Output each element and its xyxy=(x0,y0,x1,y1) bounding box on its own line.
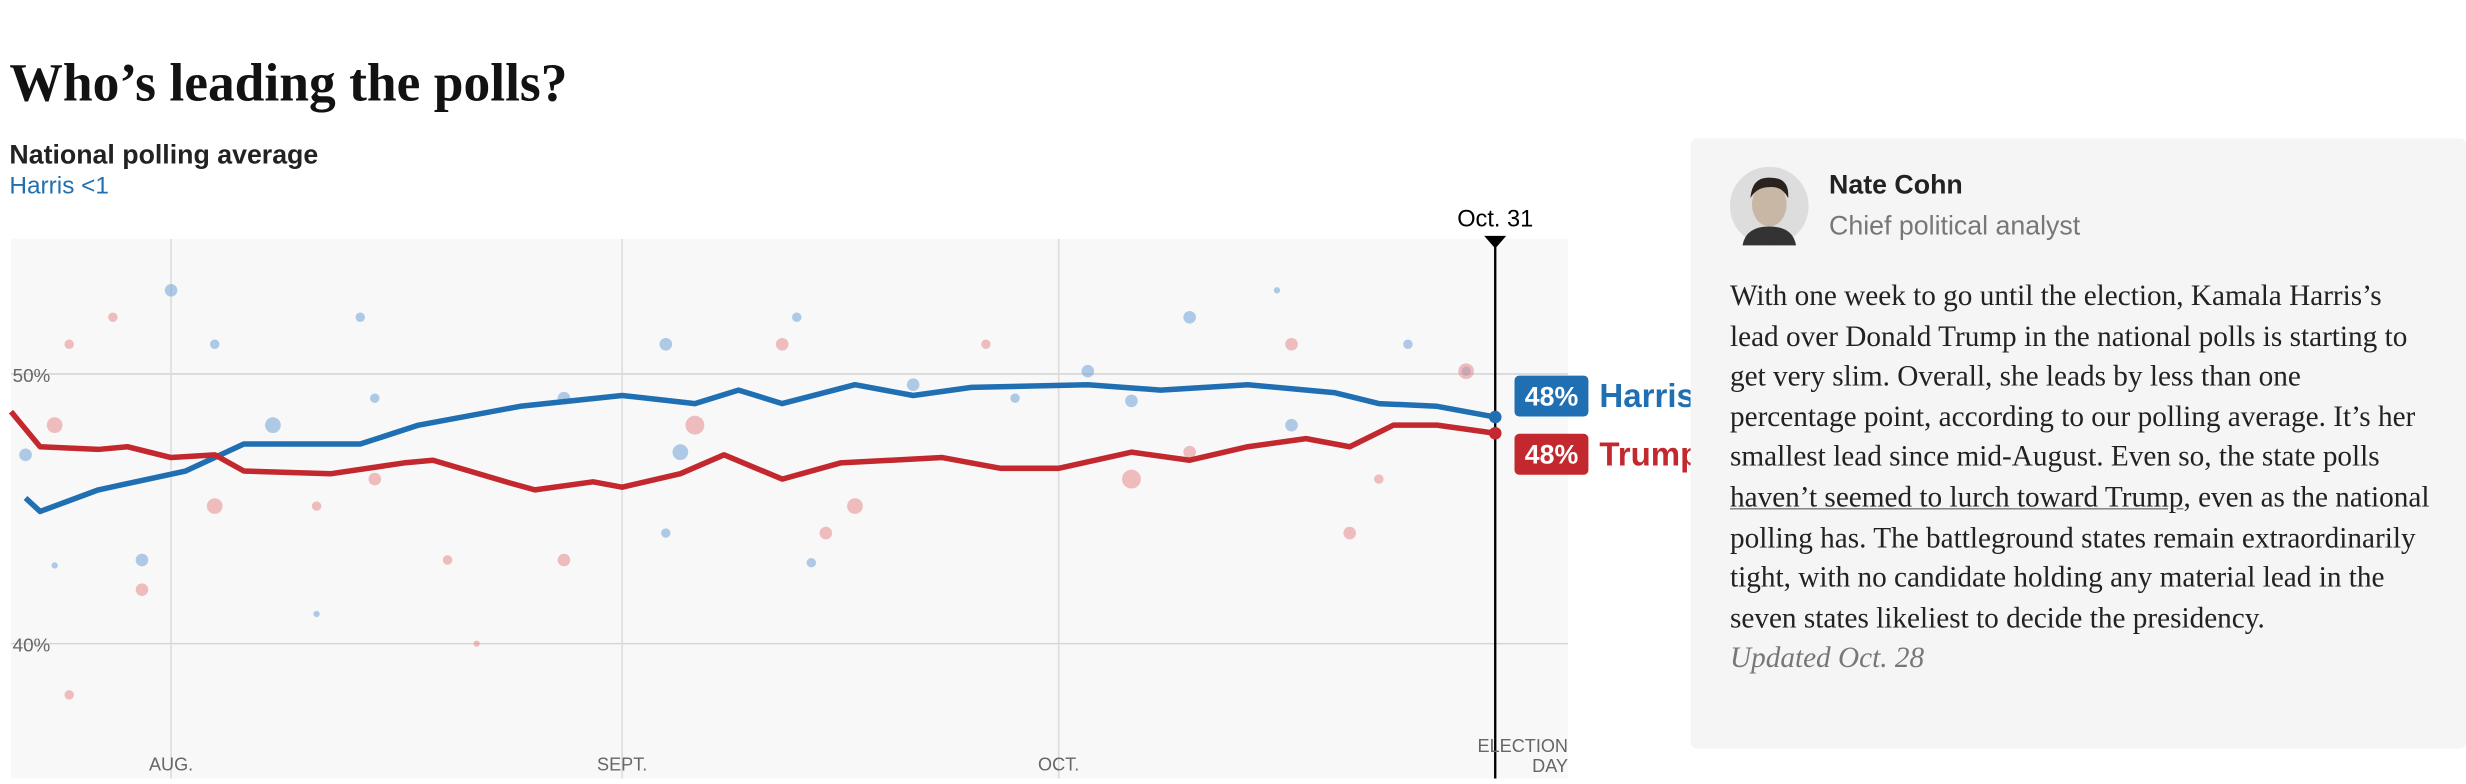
poll-dot xyxy=(1125,394,1138,408)
poll-dot xyxy=(210,339,220,349)
poll-dot xyxy=(1285,337,1298,351)
poll-dot xyxy=(819,526,833,540)
x-tick-label: SEPT. xyxy=(597,756,648,776)
subtitle: National polling average xyxy=(9,140,318,170)
poll-dot xyxy=(906,378,920,391)
poll-dot xyxy=(981,339,991,349)
end-dot xyxy=(1488,426,1502,440)
poll-dot xyxy=(1343,526,1357,540)
poll-dot xyxy=(557,553,571,567)
analysis-text: With one week to go until the election, … xyxy=(1730,277,2435,680)
author-role: Chief political analyst xyxy=(1829,210,2081,241)
poll-dot xyxy=(1403,339,1413,349)
end-dot xyxy=(1488,410,1502,424)
poll-dot xyxy=(775,337,789,351)
poll-dot xyxy=(685,415,705,435)
poll-dot xyxy=(355,312,365,322)
poll-dot xyxy=(108,312,118,322)
poll-dot xyxy=(1122,469,1141,489)
poll-dot xyxy=(135,583,149,596)
poll-dot xyxy=(206,498,223,514)
analysis-card: Nate Cohn Chief political analyst With o… xyxy=(1690,138,2466,749)
poll-dot xyxy=(313,610,320,618)
poll-dot xyxy=(19,448,32,462)
updated: Updated Oct. 28 xyxy=(1729,642,1925,676)
poll-dot xyxy=(1010,393,1020,403)
poll-dot xyxy=(672,444,689,460)
poll-dot xyxy=(1183,310,1196,324)
poll-dot xyxy=(806,557,817,568)
poll-dot xyxy=(792,312,802,322)
poll-dot xyxy=(847,498,863,514)
plot-bg xyxy=(11,239,1568,779)
x-tick-label: AUG. xyxy=(148,756,194,776)
latest-label: 48% xyxy=(1525,440,1579,470)
poll-dot xyxy=(1081,364,1095,378)
avatar xyxy=(1729,166,1809,246)
legend-name: Trump xyxy=(1599,435,1690,472)
lead: Harris <1 xyxy=(9,172,109,199)
label-box xyxy=(1514,433,1589,475)
poll-dot xyxy=(64,339,74,349)
poll-dot xyxy=(368,472,382,486)
poll-dot xyxy=(51,562,58,569)
poll-dot xyxy=(1374,474,1384,484)
poll-dot xyxy=(135,553,149,567)
marker-label: Oct. 31 xyxy=(1457,205,1533,231)
poll-dot xyxy=(64,690,74,700)
line xyxy=(8,409,1496,493)
poll-dot xyxy=(311,501,322,511)
x-tick-label: OCT. xyxy=(1038,756,1080,776)
legend-name: Harris xyxy=(1599,377,1690,414)
x-tick-label: ELECTION DAY xyxy=(1477,737,1568,777)
poll-dot xyxy=(1183,445,1196,459)
author-name: Nate Cohn xyxy=(1829,169,1963,200)
text: , even as the national polling has. The … xyxy=(1729,481,2430,635)
marker-arrow xyxy=(1484,235,1507,249)
label-box xyxy=(1514,375,1589,417)
poll-dot xyxy=(46,417,63,434)
title: Who’s leading the polls? xyxy=(9,53,567,113)
poll-dot xyxy=(442,555,453,565)
poll-dot xyxy=(1458,363,1474,380)
poll-dot xyxy=(1273,287,1281,294)
y-tick-label: 50% xyxy=(13,365,51,386)
poll-dot xyxy=(265,417,281,434)
poll-dot xyxy=(659,337,673,351)
text: With one week to go until the election, … xyxy=(1729,279,2416,474)
y-tick-label: 40% xyxy=(13,634,51,655)
poll-dot xyxy=(661,528,671,538)
latest-label: 48% xyxy=(1525,381,1579,411)
chart: Who’s leading the polls? National pollin… xyxy=(8,53,1691,779)
poll-dot xyxy=(473,640,480,647)
link[interactable]: haven’t seemed to lurch toward Trump xyxy=(1729,481,2184,515)
poll-dot xyxy=(1285,418,1298,432)
poll-dot xyxy=(164,284,178,297)
poll-dot xyxy=(370,393,380,403)
